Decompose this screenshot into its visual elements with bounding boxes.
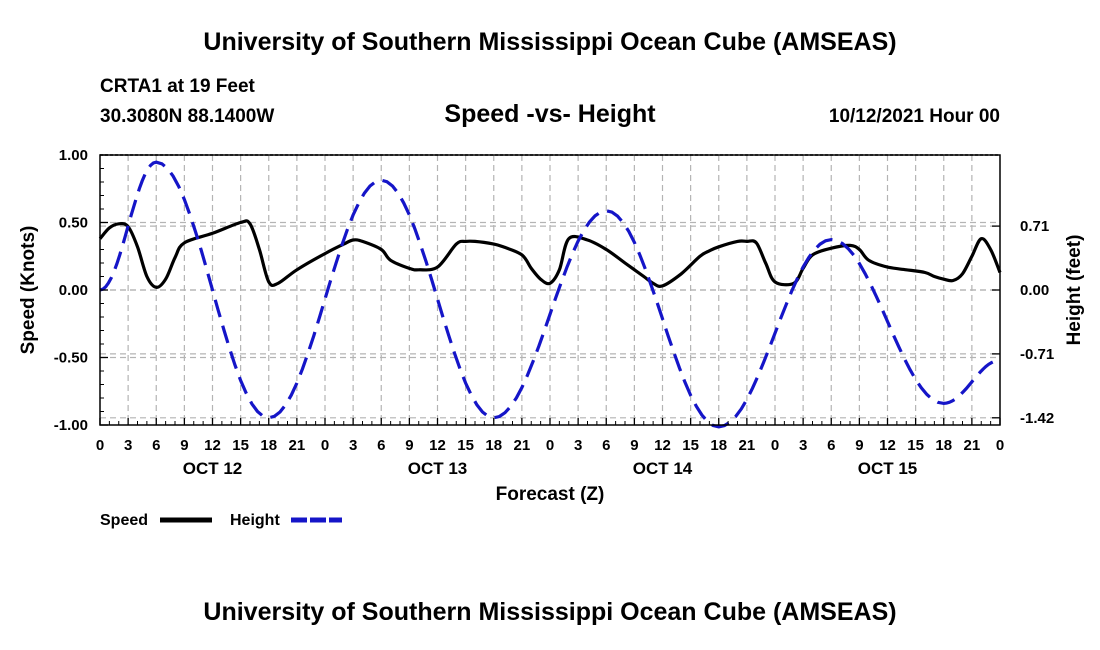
y-tick-label: -0.50	[54, 350, 88, 367]
x-tick-label: 9	[855, 437, 863, 454]
x-tick-label: 0	[546, 437, 554, 454]
x-tick-label: 15	[232, 437, 249, 454]
x-tick-label: 21	[739, 437, 756, 454]
x-tick-label: 3	[574, 437, 582, 454]
x-tick-label: 18	[935, 437, 952, 454]
y-tick-label: 0.50	[59, 215, 88, 232]
x-tick-label: 9	[405, 437, 413, 454]
x-tick-label: 12	[429, 437, 446, 454]
speed-series-line	[98, 219, 1002, 289]
day-label: OCT 12	[183, 459, 243, 478]
forecast-datetime: 10/12/2021 Hour 00	[828, 106, 1000, 127]
x-tick-label: 6	[377, 437, 385, 454]
x-tick-label: 21	[514, 437, 531, 454]
axis-layer	[99, 154, 1001, 426]
y-tick-label: 1.00	[59, 147, 88, 164]
x-tick-label: 12	[204, 437, 221, 454]
x-axis-label: Forecast (Z)	[496, 484, 605, 505]
y-tick-label: 0.00	[59, 282, 88, 299]
height-series-line	[99, 160, 1001, 429]
x-tick-label: 21	[964, 437, 981, 454]
legend-height-label: Height	[230, 512, 280, 529]
x-tick-label: 21	[289, 437, 306, 454]
x-tick-label: 3	[799, 437, 807, 454]
y2-tick-label: -1.42	[1020, 410, 1054, 427]
legend-layer: Speed Height	[100, 512, 342, 529]
x-tick-label: 18	[710, 437, 727, 454]
y2-tick-label: -0.71	[1020, 346, 1054, 363]
x-tick-label: 0	[321, 437, 329, 454]
x-tick-label: 3	[349, 437, 357, 454]
day-label: OCT 13	[408, 459, 468, 478]
x-tick-label: 18	[260, 437, 277, 454]
label-layer: 0 3 6 9 12 15 18 21 0 3 6 9 12 15 18 21 0 3 6 9 12 15 18 21 0 3 6 9…	[18, 147, 1085, 505]
x-tick-label: 9	[180, 437, 188, 454]
chart-subtitle: Speed -vs- Height	[444, 100, 656, 128]
x-tick-label: 6	[827, 437, 835, 454]
x-tick-label: 6	[602, 437, 610, 454]
x-tick-label: 15	[457, 437, 474, 454]
x-tick-label: 12	[879, 437, 896, 454]
y2-tick-label: 0.00	[1020, 282, 1049, 299]
grid-layer	[100, 155, 1000, 425]
footer-title: University of Southern Mississippi Ocean…	[203, 598, 897, 626]
day-label: OCT 15	[858, 459, 918, 478]
series-layer	[98, 160, 1002, 429]
x-tick-label: 0	[996, 437, 1004, 454]
chart-title: University of Southern Mississippi Ocean…	[203, 28, 897, 56]
x-tick-label: 3	[124, 437, 132, 454]
x-tick-label: 15	[682, 437, 699, 454]
y-axis-label: Speed (Knots)	[18, 226, 39, 355]
x-tick-label: 12	[654, 437, 671, 454]
coordinates-label: 30.3080N 88.1400W	[100, 106, 275, 127]
day-label: OCT 14	[633, 459, 693, 478]
x-tick-label: 18	[485, 437, 502, 454]
y-tick-label: -1.00	[54, 417, 88, 434]
x-tick-label: 0	[96, 437, 104, 454]
y2-tick-label: 0.71	[1020, 218, 1049, 235]
x-tick-label: 15	[907, 437, 924, 454]
legend-speed-label: Speed	[100, 512, 148, 529]
y2-axis-label: Height (feet)	[1064, 235, 1085, 346]
x-tick-label: 6	[152, 437, 160, 454]
x-tick-label: 0	[771, 437, 779, 454]
x-tick-label: 9	[630, 437, 638, 454]
station-label: CRTA1 at 19 Feet	[100, 76, 255, 97]
